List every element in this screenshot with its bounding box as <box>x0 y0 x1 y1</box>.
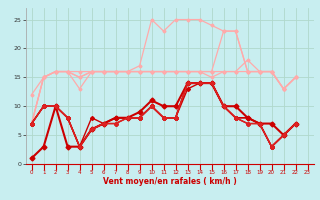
X-axis label: Vent moyen/en rafales ( km/h ): Vent moyen/en rafales ( km/h ) <box>103 177 236 186</box>
